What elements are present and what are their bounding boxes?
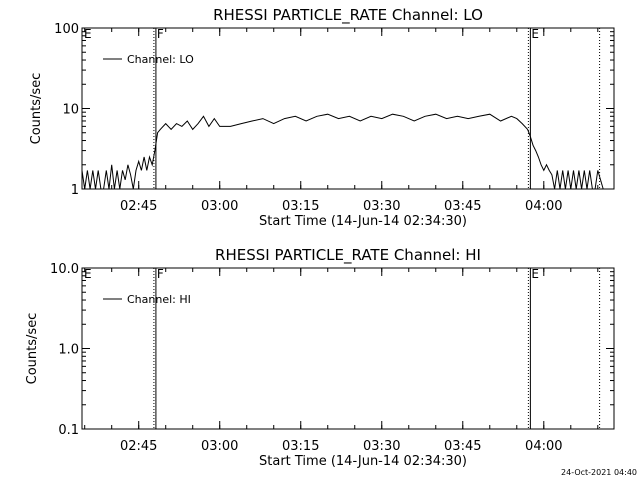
- marker-label: E: [84, 267, 92, 281]
- x-tick-label: 03:45: [444, 199, 481, 214]
- footer-timestamp: 24-Oct-2021 04:40: [561, 468, 637, 477]
- x-axis-label: Start Time (14-Jun-14 02:34:30): [259, 214, 467, 229]
- x-tick-label: 04:00: [525, 199, 562, 214]
- y-tick-label: 10: [62, 103, 79, 118]
- legend-label: Channel: LO: [127, 53, 194, 66]
- x-tick-label: 03:15: [282, 199, 319, 214]
- x-tick-label: 02:45: [120, 439, 157, 454]
- marker-label: F: [157, 267, 164, 281]
- legend-label: Channel: HI: [127, 293, 191, 306]
- x-tick-label: 03:45: [444, 439, 481, 454]
- x-tick-label: 03:30: [363, 439, 400, 454]
- x-axis-label: Start Time (14-Jun-14 02:34:30): [259, 454, 467, 469]
- marker-label: E: [84, 27, 92, 41]
- x-tick-label: 03:30: [363, 199, 400, 214]
- marker-label: F: [157, 27, 164, 41]
- panel-hi-channel: RHESSI PARTICLE_RATE Channel: HI Start Ti…: [25, 246, 615, 469]
- y-tick-label: 0.1: [58, 423, 79, 438]
- y-tick-label: 10.0: [50, 262, 79, 277]
- x-tick-label: 03:00: [201, 199, 238, 214]
- x-tick-label: 02:45: [120, 199, 157, 214]
- chart-title: RHESSI PARTICLE_RATE Channel: LO: [213, 6, 483, 25]
- panel-lo-channel: RHESSI PARTICLE_RATE Channel: LO Start Ti…: [29, 6, 615, 229]
- marker-label: E: [531, 267, 539, 281]
- marker-label: E: [531, 27, 539, 41]
- x-tick-label: 03:15: [282, 439, 319, 454]
- series-line: [81, 113, 614, 190]
- x-tick-label: 04:00: [525, 439, 562, 454]
- y-tick-label: 100: [54, 22, 79, 37]
- y-axis-label: Counts/sec: [25, 313, 40, 385]
- y-tick-label: 1.0: [58, 343, 79, 358]
- chart-title: RHESSI PARTICLE_RATE Channel: HI: [215, 246, 481, 265]
- y-axis-label: Counts/sec: [29, 73, 44, 145]
- x-tick-label: 03:00: [201, 439, 238, 454]
- y-tick-label: 1: [71, 183, 79, 198]
